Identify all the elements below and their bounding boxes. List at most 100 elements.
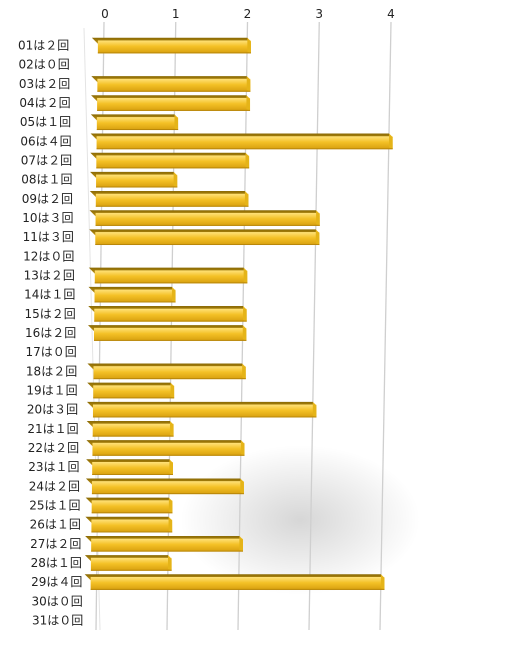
category-label: 11は３回 [23, 230, 74, 244]
bar-end-cap [171, 286, 176, 303]
bar-front-face [96, 174, 178, 188]
category-label: 26は１回 [30, 518, 81, 532]
bar-end-cap [246, 76, 251, 92]
category-label: 21は１回 [27, 422, 78, 436]
bar-front-face [91, 538, 243, 552]
bar [86, 440, 245, 456]
category-label: 06は４回 [20, 134, 71, 148]
bar [90, 171, 178, 188]
bar-end-cap [168, 497, 173, 514]
category-label: 09は２回 [22, 192, 73, 206]
bar-end-cap [389, 133, 393, 150]
bar [85, 516, 173, 533]
bar-end-cap [244, 191, 249, 207]
bar-end-cap [174, 114, 179, 131]
x-tick-label: 3 [315, 7, 323, 21]
bar-front-face [94, 289, 176, 303]
bar-end-cap [243, 267, 248, 284]
bar [90, 133, 393, 150]
bar-front-face [92, 442, 245, 456]
bar-end-cap [312, 401, 317, 418]
bar [87, 382, 175, 399]
shadow-ellipse [180, 445, 420, 595]
category-label: 25は１回 [29, 498, 80, 512]
category-label: 14は１回 [24, 288, 75, 302]
bar-end-cap [169, 420, 174, 437]
category-label: 27は２回 [30, 537, 81, 551]
bar-end-cap [168, 516, 173, 533]
bar-front-face [93, 366, 246, 380]
category-label: 20は３回 [27, 403, 78, 417]
category-label: 02は０回 [18, 58, 69, 72]
category-label: 19は１回 [26, 383, 77, 397]
bar [85, 535, 243, 552]
bar-end-cap [169, 459, 173, 475]
bar [91, 37, 251, 54]
x-tick-label: 1 [172, 7, 180, 21]
bar [88, 306, 247, 322]
bar-end-cap [239, 535, 243, 552]
category-label: 31は０回 [32, 613, 83, 627]
bar-front-face [92, 404, 317, 418]
bar-end-cap [245, 152, 250, 169]
bar-end-cap [247, 37, 251, 54]
category-label: 13は２回 [24, 269, 75, 283]
bar-front-face [93, 385, 175, 399]
bar-end-cap [240, 478, 244, 495]
bar-end-cap [242, 325, 247, 341]
category-label: 10は３回 [22, 211, 73, 225]
category-label: 22は２回 [28, 441, 79, 455]
bar-end-cap [246, 95, 251, 111]
x-tick-label: 4 [387, 7, 395, 21]
category-label: 08は１回 [21, 173, 72, 187]
bar-front-face [95, 193, 249, 207]
bar-front-face [96, 136, 393, 150]
bar-front-face [97, 97, 251, 111]
bar [84, 574, 385, 590]
x-axis-ticks: 0 1 2 3 4 [101, 7, 395, 21]
bar-end-cap [243, 306, 247, 322]
bar-end-cap [380, 574, 385, 590]
category-label: 28は１回 [31, 556, 82, 570]
bar-end-cap [170, 382, 175, 399]
category-label: 17は０回 [25, 345, 76, 359]
bar-front-face [94, 270, 248, 284]
category-label: 05は１回 [20, 115, 71, 129]
bar [89, 191, 249, 207]
bar-front-face [91, 481, 244, 495]
bar-end-cap [240, 440, 245, 456]
bar [85, 497, 173, 514]
bar [91, 76, 251, 92]
bar-front-face [91, 500, 173, 514]
bar [90, 114, 179, 131]
bar-front-face [90, 576, 385, 590]
bar [88, 325, 247, 341]
bars [84, 37, 393, 590]
category-label: 18は２回 [26, 364, 77, 378]
category-label: 15は２回 [25, 307, 76, 321]
bar-front-face [91, 519, 173, 533]
bar [91, 95, 251, 111]
grid-line-3 [308, 21, 320, 631]
bar-front-face [96, 117, 179, 131]
bar-end-cap [173, 171, 178, 188]
bar-end-cap [242, 363, 246, 380]
x-tick-label: 0 [101, 7, 109, 21]
bar-end-cap [316, 210, 320, 226]
bar-front-face [92, 461, 173, 475]
bar-front-face [94, 327, 247, 341]
bar [88, 286, 176, 303]
bar-end-cap [167, 555, 172, 571]
bar [90, 152, 250, 169]
category-label: 29は４回 [31, 575, 82, 589]
bar-front-face [95, 212, 320, 226]
bar-front-face [97, 40, 251, 54]
bar [89, 210, 320, 226]
category-label: 07は２回 [21, 154, 72, 168]
bar [86, 420, 174, 437]
floor-shadow [180, 445, 420, 595]
bar-front-face [94, 308, 247, 322]
category-label: 03は２回 [19, 77, 70, 91]
category-label: 12は０回 [23, 249, 74, 263]
